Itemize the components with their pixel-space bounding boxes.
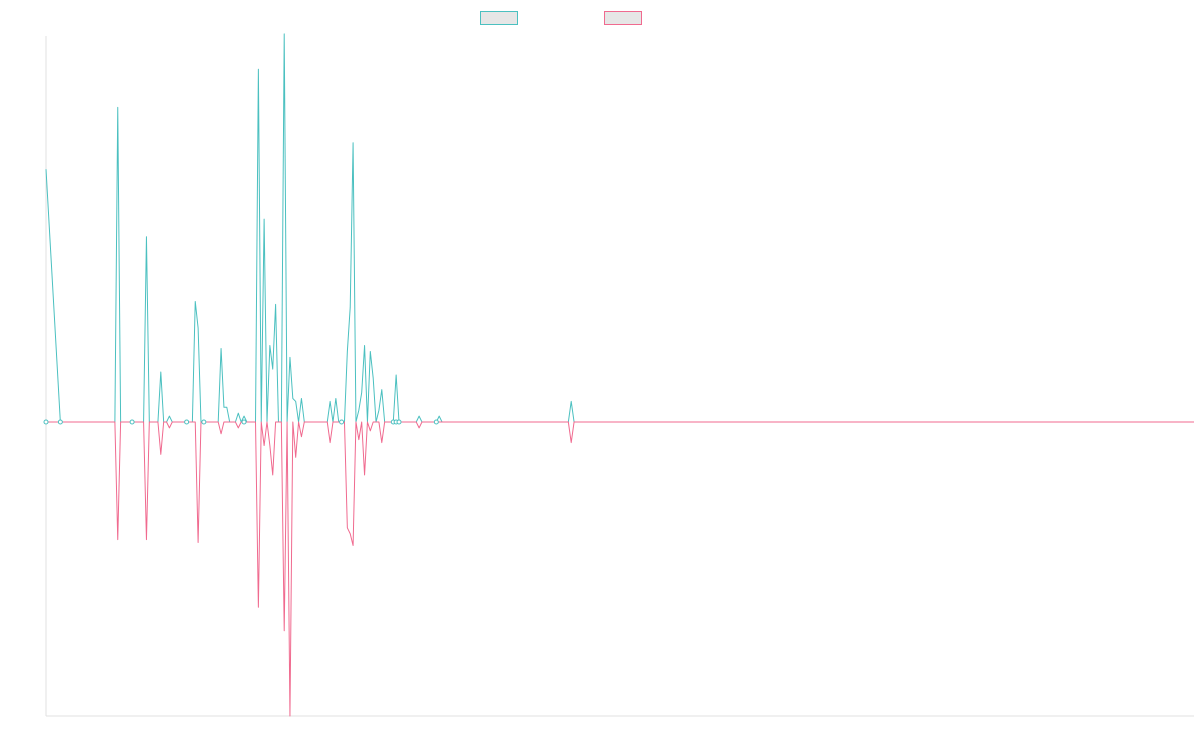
data-point-5: [201, 419, 207, 425]
data-point-3: [129, 419, 135, 425]
series-line-2: [46, 421, 1194, 717]
data-point-11: [433, 419, 439, 425]
data-point-10: [396, 419, 402, 425]
legend-item-series-1[interactable]: [480, 9, 518, 25]
legend-item-series-2[interactable]: [604, 9, 642, 25]
data-point-2: [57, 419, 63, 425]
data-point-4: [184, 419, 190, 425]
legend-swatch-series-2: [604, 10, 642, 25]
data-point-6: [241, 419, 247, 425]
data-point-1: [43, 419, 49, 425]
series-line-1: [45, 33, 1194, 423]
legend: [0, 9, 1200, 27]
legend-swatch-series-1: [480, 10, 518, 25]
data-point-7: [339, 419, 345, 425]
